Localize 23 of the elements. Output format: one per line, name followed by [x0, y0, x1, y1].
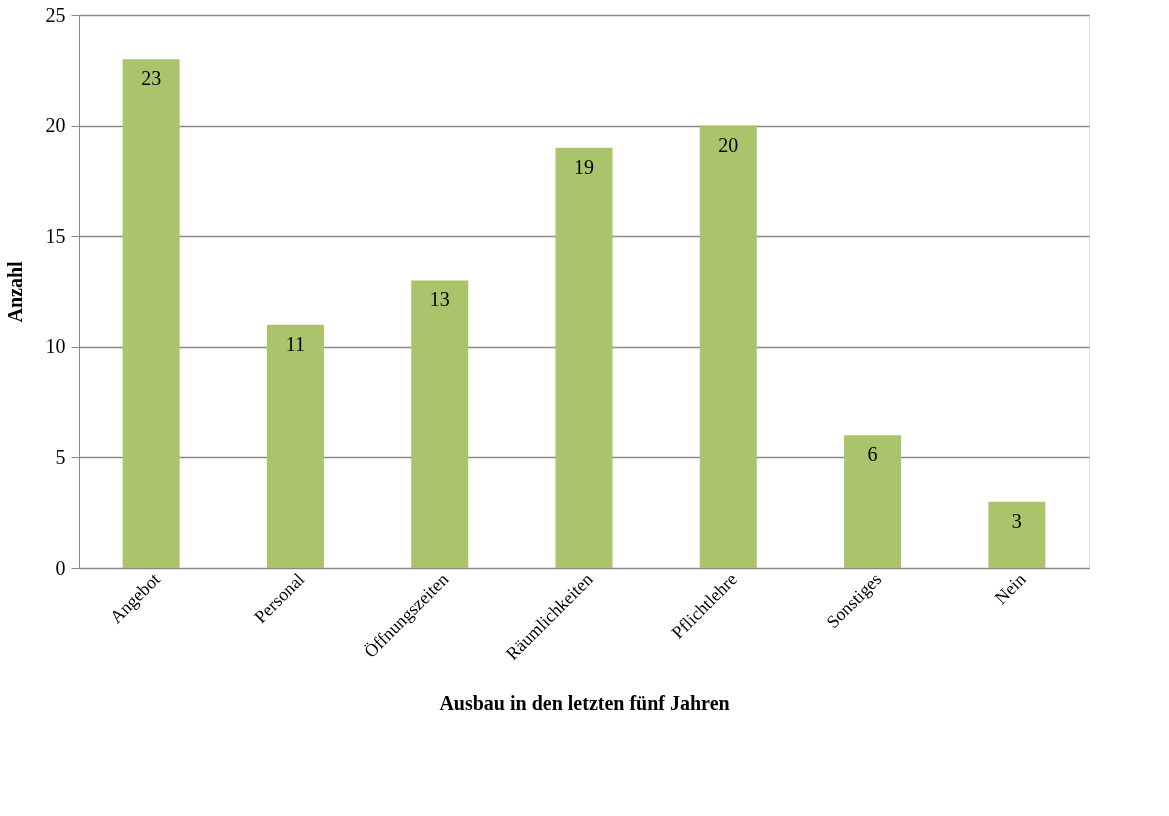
y-tick-label: 15 [45, 224, 66, 247]
data-label: 13 [429, 288, 450, 311]
data-label: 19 [574, 155, 594, 178]
y-tick-label: 5 [55, 445, 66, 468]
x-axis-title: Ausbau in den letzten fünf Jahren [439, 691, 730, 714]
bar [555, 147, 613, 568]
bar [411, 280, 469, 568]
data-label: 11 [285, 332, 306, 355]
y-axis-title: Anzahl [3, 261, 26, 323]
data-label: 20 [718, 133, 739, 156]
data-label: 6 [867, 443, 878, 466]
bar [122, 59, 180, 568]
bar [699, 125, 757, 568]
bar [988, 501, 1046, 568]
bar [266, 324, 324, 568]
y-tick-label: 0 [55, 556, 66, 579]
y-tick-label: 25 [45, 3, 66, 26]
data-label: 3 [1011, 509, 1022, 532]
data-label: 23 [141, 67, 162, 90]
bar [844, 435, 902, 568]
x-tick-label: Nein [990, 569, 1030, 608]
y-tick-label: 10 [45, 335, 66, 358]
y-tick-label: 20 [45, 114, 66, 137]
